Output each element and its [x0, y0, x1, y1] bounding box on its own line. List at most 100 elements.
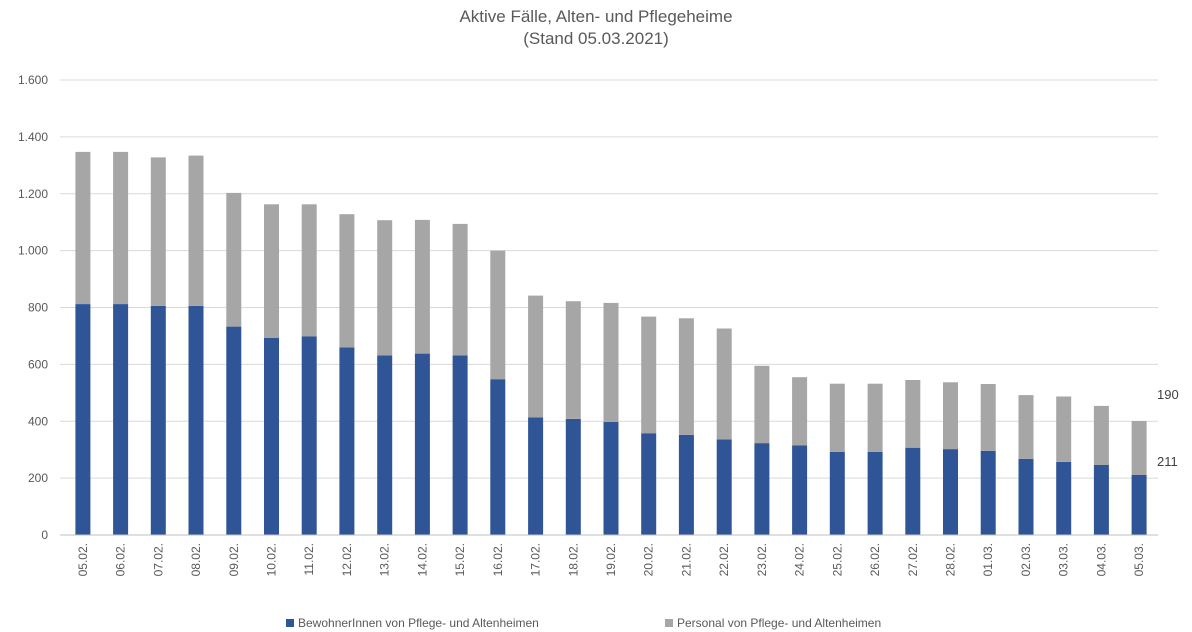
bar-bewohner — [1093, 465, 1109, 535]
x-tick-label: 02.03. — [1019, 543, 1033, 576]
x-tick-label: 14.02. — [415, 543, 429, 576]
bar-personal — [301, 204, 317, 337]
x-tick-label: 10.02. — [265, 543, 279, 576]
bar-personal — [377, 220, 393, 356]
bar-bewohner — [867, 452, 883, 535]
bar-bewohner — [641, 433, 657, 535]
x-tick-label: 03.03. — [1057, 543, 1071, 576]
x-tick-label: 16.02. — [491, 543, 505, 576]
bar-personal — [565, 301, 581, 419]
y-tick-label: 1.200 — [18, 187, 48, 201]
legend: BewohnerInnen von Pflege- und Altenheime… — [286, 616, 881, 630]
x-tick-label: 05.03. — [1132, 543, 1146, 576]
bar-bewohner — [603, 421, 619, 535]
bar-personal — [641, 316, 657, 434]
annotation-bewohner: 211 — [1157, 454, 1178, 469]
x-tick-label: 12.02. — [340, 543, 354, 576]
x-tick-label: 04.03. — [1094, 543, 1108, 576]
bar-bewohner — [1131, 475, 1147, 535]
bar-personal — [490, 250, 506, 380]
y-tick-label: 400 — [28, 414, 48, 428]
bar-personal — [980, 384, 996, 451]
chart-title: Aktive Fälle, Alten- und Pflegeheime — [459, 7, 732, 26]
x-tick-label: 24.02. — [793, 543, 807, 576]
bar-bewohner — [414, 353, 430, 535]
y-tick-label: 1.400 — [18, 130, 48, 144]
x-axis: 05.02. 06.02. 07.02. 08.02. 09.02. 10.02. 11.0… — [76, 543, 1146, 576]
x-tick-label: 22.02. — [717, 543, 731, 576]
x-tick-label: 06.02. — [114, 543, 128, 576]
x-tick-label: 15.02. — [453, 543, 467, 576]
y-axis: 0 200 400 600 800 1.000 1.200 1.400 1.600 — [18, 73, 48, 542]
bar-personal — [75, 151, 91, 304]
bar-personal — [867, 383, 883, 452]
legend-label-bewohner: BewohnerInnen von Pflege- und Altenheime… — [298, 616, 539, 630]
bar-bewohner — [943, 449, 958, 535]
bar-personal — [905, 380, 921, 448]
y-tick-label: 800 — [28, 301, 48, 315]
bar-personal — [528, 295, 544, 418]
y-tick-label: 0 — [41, 528, 48, 542]
bar-bewohner — [150, 305, 166, 535]
y-tick-label: 600 — [28, 357, 48, 371]
bar-bewohner — [452, 355, 468, 535]
bar-bewohner — [678, 434, 694, 535]
annotation-personal: 190 — [1157, 387, 1179, 402]
x-tick-label: 20.02. — [642, 543, 656, 576]
bar-personal — [678, 318, 694, 435]
x-tick-label: 28.02. — [944, 543, 958, 576]
bar-bewohner — [264, 337, 279, 535]
bar-bewohner — [829, 452, 845, 535]
bar-personal — [113, 151, 129, 304]
x-tick-label: 26.02. — [868, 543, 882, 576]
bar-personal — [829, 383, 845, 452]
chart-subtitle: (Stand 05.03.2021) — [523, 29, 669, 48]
bar-bewohner — [301, 336, 317, 535]
y-tick-label: 200 — [28, 471, 48, 485]
x-tick-label: 25.02. — [830, 543, 844, 576]
bar-bewohner — [565, 419, 581, 535]
legend-swatch-personal — [665, 619, 673, 627]
bar-personal — [264, 204, 279, 338]
bar-bewohner — [188, 305, 204, 535]
bar-bewohner — [113, 304, 129, 535]
x-tick-label: 19.02. — [604, 543, 618, 576]
bar-bewohner — [490, 379, 506, 535]
x-tick-label: 27.02. — [906, 543, 920, 576]
bar-personal — [754, 365, 770, 444]
x-tick-label: 09.02. — [227, 543, 241, 576]
y-tick-label: 1.000 — [18, 244, 48, 258]
x-tick-label: 17.02. — [529, 543, 543, 576]
bar-bewohner — [905, 447, 921, 535]
bar-personal — [1056, 396, 1072, 462]
x-tick-label: 13.02. — [378, 543, 392, 576]
bar-personal — [1018, 395, 1034, 459]
bar-personal — [943, 382, 958, 450]
bar-bewohner — [1056, 461, 1072, 535]
bar-personal — [188, 155, 204, 306]
legend-swatch-bewohner — [286, 619, 294, 627]
bar-bewohner — [980, 450, 996, 535]
bar-bewohner — [528, 417, 544, 535]
x-tick-label: 08.02. — [189, 543, 203, 576]
legend-label-personal: Personal von Pflege- und Altenheimen — [677, 616, 881, 630]
bar-bewohner — [1018, 458, 1034, 535]
x-tick-label: 05.02. — [76, 543, 90, 576]
bar-bewohner — [75, 304, 91, 535]
bar-bewohner — [792, 445, 808, 535]
x-tick-label: 18.02. — [566, 543, 580, 576]
x-tick-label: 07.02. — [151, 543, 165, 576]
bar-personal — [1131, 421, 1147, 475]
bar-bewohner — [339, 347, 355, 535]
bars — [75, 151, 1147, 535]
bar-personal — [414, 219, 430, 354]
x-tick-label: 01.03. — [981, 543, 995, 576]
x-tick-label: 21.02. — [679, 543, 693, 576]
x-tick-label: 23.02. — [755, 543, 769, 576]
bar-bewohner — [226, 326, 242, 535]
bar-personal — [603, 302, 619, 422]
bar-personal — [452, 223, 468, 356]
bar-personal — [792, 377, 808, 446]
bar-personal — [339, 214, 355, 348]
